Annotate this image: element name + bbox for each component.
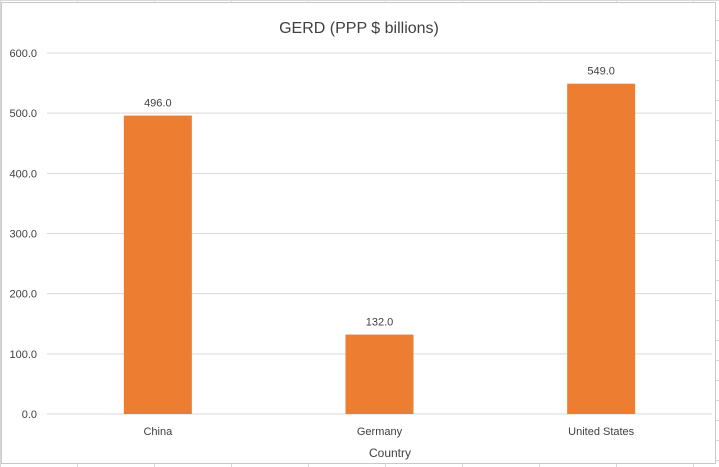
bar-germany[interactable] <box>345 334 414 414</box>
x-axis-title: Country <box>369 446 411 460</box>
x-axis-category-labels: China Germany United States <box>143 426 634 438</box>
y-axis-tick-labels: 0.0 100.0 200.0 300.0 400.0 500.0 600.0 <box>9 48 37 421</box>
x-category-label: China <box>143 426 173 438</box>
data-label: 132.0 <box>366 317 394 329</box>
y-tick-label: 200.0 <box>9 289 37 301</box>
y-tick-label: 300.0 <box>9 229 37 241</box>
chart-title: GERD (PPP $ billions) <box>279 20 439 37</box>
bar-china[interactable] <box>123 115 192 414</box>
y-tick-label: 100.0 <box>9 349 37 361</box>
bars <box>123 83 636 414</box>
y-tick-label: 0.0 <box>22 409 37 421</box>
data-labels: 496.0 132.0 549.0 <box>144 66 615 329</box>
x-category-label: Germany <box>357 426 403 438</box>
y-tick-label: 400.0 <box>9 168 37 180</box>
data-label: 496.0 <box>144 98 172 110</box>
y-tick-label: 500.0 <box>9 108 37 120</box>
y-tick-label: 600.0 <box>9 48 37 60</box>
data-label: 549.0 <box>587 66 615 78</box>
x-category-label: United States <box>568 426 635 438</box>
bar-united-states[interactable] <box>567 83 636 414</box>
